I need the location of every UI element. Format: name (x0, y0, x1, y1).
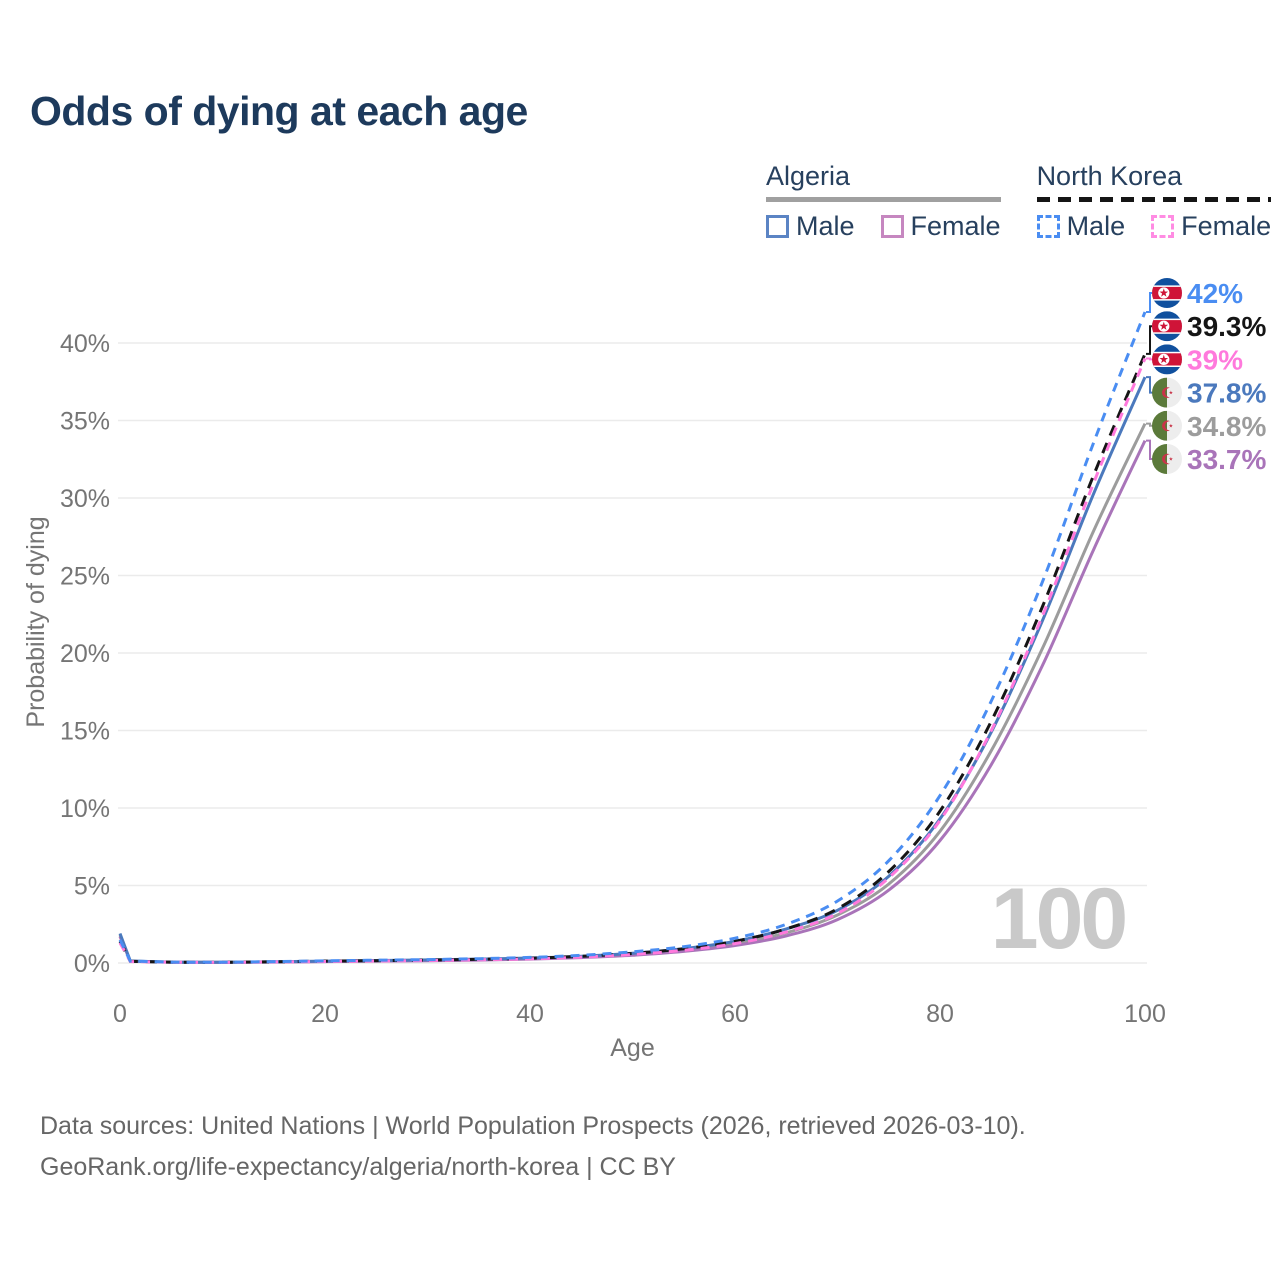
legend-underline-north-korea (1036, 196, 1272, 202)
legend-label-algeria-female: Female (910, 210, 1001, 241)
legend-label-algeria-male: Male (796, 210, 855, 241)
end-connector-north-korea-combined (1146, 325, 1153, 355)
end-value-label-algeria-female: 33.7% (1187, 444, 1266, 475)
x-tick-label-40: 40 (516, 1000, 544, 1028)
y-tick-label-25%: 25% (60, 563, 110, 591)
algeria-flag-icon (1152, 378, 1182, 408)
series-line-north-korea-combined (118, 353, 1147, 964)
y-tick-label-40%: 40% (60, 330, 110, 358)
x-tick-label-0: 0 (113, 1000, 127, 1028)
legend: Algeria Male Female North Korea Male Female (766, 161, 1272, 242)
legend-country-algeria[interactable]: Algeria (766, 161, 851, 191)
end-connector-algeria-male (1146, 376, 1153, 394)
x-tick-label-80: 80 (926, 1000, 954, 1028)
end-connector-north-korea-male (1146, 292, 1153, 313)
footer-attribution-url: GeoRank.org/life-expectancy/algeria/nort… (40, 1152, 676, 1181)
legend-underline-algeria (766, 196, 1001, 202)
x-tick-label-100: 100 (1124, 1000, 1166, 1028)
chart-canvas: 100 34.8%33.7% 37.8% 39.3%39% 42% 0% 5% 10% 15… (22, 278, 1266, 1062)
y-tick-label-35%: 35% (60, 408, 110, 436)
algeria-flag-icon (1152, 411, 1182, 441)
end-value-label-north-korea-male: 42% (1187, 278, 1243, 309)
algeria-female-swatch-icon (880, 214, 904, 238)
y-tick-label-0%: 0% (74, 950, 110, 978)
legend-group-north-korea: North Korea Male Female (1036, 161, 1272, 242)
end-connector-algeria-combined (1146, 422, 1153, 427)
legend-item-north-korea-male[interactable]: Male (1036, 210, 1126, 242)
end-connector-algeria-female (1146, 439, 1153, 460)
end-value-label-north-korea-combined: 39.3% (1187, 311, 1266, 342)
end-value-label-north-korea-female: 39% (1187, 344, 1243, 375)
end-value-label-algeria-male: 37.8% (1187, 378, 1266, 409)
legend-item-north-korea-female[interactable]: Female (1151, 211, 1271, 242)
legend-item-algeria-male[interactable]: Male (766, 211, 855, 242)
legend-item-algeria-female[interactable]: Female (880, 210, 1001, 242)
y-tick-label-5%: 5% (74, 873, 110, 901)
legend-label-north-korea-male: Male (1066, 210, 1126, 241)
y-tick-label-30%: 30% (60, 485, 110, 513)
north-korea-male-swatch-icon (1036, 214, 1060, 238)
north-korea-flag-icon (1152, 344, 1182, 374)
legend-group-algeria: Algeria Male Female (766, 161, 1001, 242)
series-line-north-korea-male (118, 311, 1147, 964)
y-tick-label-10%: 10% (60, 795, 110, 823)
y-tick-label-15%: 15% (60, 718, 110, 746)
north-korea-flag-icon (1152, 311, 1182, 341)
y-axis-title: Probability of dying (22, 516, 50, 727)
age-watermark: 100 (991, 871, 1126, 967)
algeria-male-swatch-icon (766, 214, 789, 238)
north-korea-flag-icon (1152, 278, 1182, 308)
legend-label-north-korea-female: Female (1181, 210, 1272, 241)
algeria-flag-icon (1152, 444, 1182, 474)
footer-data-sources: Data sources: United Nations | World Pop… (40, 1112, 1026, 1140)
end-value-label-algeria-combined: 34.8% (1187, 411, 1266, 442)
page-title: Odds of dying at each age (30, 88, 528, 134)
end-connector-north-korea-female (1146, 357, 1153, 361)
y-tick-label-20%: 20% (60, 640, 110, 668)
legend-country-north-korea[interactable]: North Korea (1036, 161, 1183, 191)
north-korea-female-swatch-icon (1151, 214, 1175, 238)
x-axis-title: Age (610, 1034, 654, 1062)
x-tick-label-20: 20 (311, 1000, 339, 1028)
chart-footer: Data sources: United Nations | World Pop… (40, 1106, 1026, 1187)
x-tick-label-60: 60 (721, 1000, 749, 1028)
